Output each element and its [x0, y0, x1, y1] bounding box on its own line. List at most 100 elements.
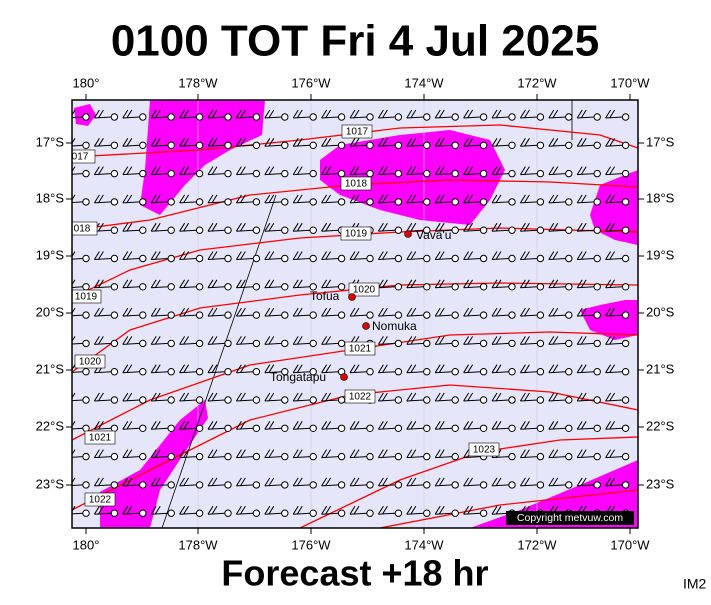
station — [366, 113, 374, 121]
barb-tick — [268, 166, 275, 175]
barb-tick — [264, 251, 271, 260]
wind-barb — [93, 109, 119, 121]
station — [508, 198, 516, 206]
wind-barb — [321, 109, 346, 121]
barb-staff — [463, 144, 481, 147]
rain-area — [590, 170, 638, 245]
barb-staff — [548, 173, 566, 176]
barb-staff — [491, 144, 510, 147]
wind-barb — [406, 421, 431, 432]
barb-tick — [296, 336, 303, 345]
isobar-label-box — [72, 289, 102, 304]
barb-tick — [523, 477, 530, 487]
barb-tick — [491, 279, 498, 289]
station — [167, 396, 175, 404]
barb-staff — [293, 399, 311, 402]
wind-barb — [463, 194, 488, 206]
wind-barb — [377, 449, 403, 461]
barb-staff — [548, 116, 566, 119]
wind-barb — [434, 505, 459, 517]
wind-barb — [406, 449, 431, 461]
wind-barb — [292, 222, 317, 234]
station — [139, 368, 147, 376]
barb-tick — [519, 166, 526, 175]
barb-tick — [434, 336, 441, 345]
barb-tick — [207, 251, 214, 260]
barb-tick — [235, 392, 242, 402]
place-name: Tongatapu — [270, 370, 326, 384]
wind-barb — [605, 222, 630, 234]
barb-tick — [548, 392, 555, 402]
station — [337, 283, 346, 291]
barb-tick — [576, 166, 583, 175]
wind-barb — [548, 449, 573, 461]
station — [252, 481, 261, 489]
barb-staff — [179, 229, 197, 232]
station — [139, 141, 147, 150]
barb-tick — [438, 449, 445, 458]
barb-tick — [183, 138, 190, 147]
barb-staff — [72, 116, 84, 119]
barb-tick — [377, 364, 384, 373]
barb-tick — [126, 109, 133, 119]
lat-label-right: 18°S — [646, 190, 675, 205]
barb-staff — [207, 116, 226, 119]
station — [451, 226, 459, 234]
wind-barb — [207, 307, 232, 319]
station — [224, 368, 232, 376]
barb-staff — [463, 399, 481, 402]
barb-staff — [179, 116, 197, 119]
place-name: Vava'u — [416, 228, 451, 242]
wind-barb — [93, 307, 119, 319]
barb-tick — [605, 222, 612, 232]
station — [423, 113, 431, 121]
barb-tick — [353, 421, 360, 430]
barb-staff — [94, 456, 112, 459]
station — [167, 368, 175, 376]
barb-staff — [293, 229, 311, 232]
barb-tick — [150, 364, 157, 373]
wind-barb — [122, 251, 147, 263]
barb-tick — [179, 449, 186, 458]
station — [394, 113, 403, 121]
station — [281, 396, 289, 404]
barb-tick — [239, 307, 246, 317]
barb-tick — [97, 138, 104, 147]
barb-tick — [523, 251, 530, 260]
wind-barb — [406, 477, 431, 489]
barb-tick — [150, 307, 157, 317]
station — [82, 452, 90, 461]
station — [479, 424, 488, 432]
barb-tick — [207, 109, 214, 119]
barb-tick — [438, 392, 445, 402]
barb-staff — [151, 116, 169, 119]
station — [167, 311, 175, 319]
barb-staff — [406, 258, 424, 260]
barb-tick — [491, 364, 498, 373]
barb-tick — [495, 336, 502, 345]
barb-staff — [435, 173, 453, 176]
wind-barb — [605, 364, 630, 376]
station — [167, 226, 175, 234]
station — [139, 424, 147, 432]
barb-tick — [519, 138, 526, 147]
barb-staff — [378, 399, 396, 402]
barb-tick — [406, 251, 413, 260]
barb-staff — [520, 116, 538, 119]
barb-tick — [406, 166, 413, 175]
barb-tick — [268, 222, 275, 232]
barb-tick — [438, 364, 445, 373]
station — [252, 339, 261, 348]
wind-barb — [93, 336, 119, 348]
wind-barb — [463, 505, 488, 517]
barb-tick — [353, 477, 360, 487]
barb-staff — [151, 371, 169, 374]
station — [281, 198, 289, 206]
wind-barb — [548, 109, 573, 121]
barb-staff — [72, 512, 84, 515]
isobar-label: 1019 — [345, 229, 368, 240]
barb-tick — [548, 421, 555, 430]
barb-tick — [552, 336, 559, 345]
barb-tick — [438, 251, 445, 260]
barb-tick — [463, 279, 470, 289]
